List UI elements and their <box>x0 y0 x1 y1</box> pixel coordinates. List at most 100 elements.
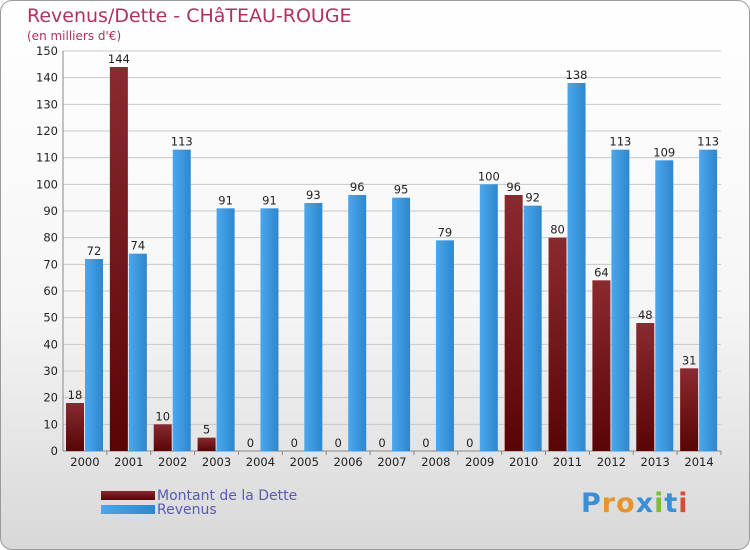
y-tick-label: 30 <box>43 364 58 378</box>
x-tick-label: 2005 <box>290 455 319 469</box>
bar-revenus <box>128 253 147 451</box>
data-label: 0 <box>335 436 342 450</box>
data-label: 100 <box>478 169 500 183</box>
bar-revenus <box>304 203 323 451</box>
x-tick-label: 2009 <box>465 455 494 469</box>
x-tick-label: 2006 <box>333 455 362 469</box>
bar-dette <box>548 237 567 451</box>
axes: 0102030405060708090100110120130140150200… <box>36 44 722 469</box>
logo-letter: r <box>601 488 617 519</box>
x-tick-label: 2011 <box>553 455 582 469</box>
data-label: 0 <box>247 436 254 450</box>
data-label: 18 <box>68 388 83 402</box>
bar-revenus <box>85 259 103 451</box>
bar-revenus <box>260 208 279 451</box>
data-label: 80 <box>550 223 565 237</box>
bar-dette <box>504 195 523 451</box>
y-tick-label: 130 <box>36 97 58 111</box>
bars <box>66 67 718 452</box>
bar-revenus <box>699 149 718 451</box>
bar-dette <box>66 403 84 451</box>
data-label: 144 <box>108 52 130 66</box>
data-label: 31 <box>682 353 697 367</box>
data-label: 0 <box>466 436 473 450</box>
labels: 18 72 144 74 10 113 5 91 0 91 0 93 0 96 0 95 0 79 0 100 96 92… <box>68 52 719 450</box>
legend-swatch-dette <box>101 491 155 500</box>
data-label: 96 <box>506 180 521 194</box>
y-tick-label: 60 <box>43 284 58 298</box>
bar-dette <box>636 323 655 451</box>
data-label: 138 <box>566 68 588 82</box>
bar-revenus <box>611 149 630 451</box>
data-label: 113 <box>697 135 719 149</box>
data-label: 0 <box>422 436 429 450</box>
gridlines <box>63 50 721 452</box>
bar-dette <box>109 67 128 451</box>
bar-dette <box>592 280 611 451</box>
logo-letter: P <box>581 488 602 519</box>
data-label: 79 <box>438 225 453 239</box>
data-label: 10 <box>155 409 170 423</box>
y-tick-label: 110 <box>36 151 58 165</box>
bar-dette <box>680 368 699 451</box>
bar-dette <box>153 424 172 451</box>
data-label: 91 <box>262 193 277 207</box>
data-label: 92 <box>525 191 540 205</box>
bar-dette <box>197 437 216 451</box>
data-label: 96 <box>350 180 365 194</box>
bar-revenus <box>348 195 367 451</box>
x-tick-label: 2003 <box>202 455 231 469</box>
data-label: 0 <box>378 436 385 450</box>
y-tick-label: 80 <box>43 231 58 245</box>
x-tick-label: 2010 <box>509 455 538 469</box>
data-label: 0 <box>291 436 298 450</box>
x-tick-label: 2013 <box>641 455 670 469</box>
bar-revenus <box>172 149 191 451</box>
data-label: 48 <box>638 308 653 322</box>
bar-revenus <box>479 184 498 452</box>
y-tick-label: 70 <box>43 257 58 271</box>
x-tick-label: 2008 <box>421 455 450 469</box>
bar-revenus <box>655 160 674 452</box>
y-tick-label: 50 <box>43 311 58 325</box>
x-tick-label: 2002 <box>158 455 187 469</box>
legend-swatch-revenus <box>101 505 155 514</box>
data-label: 64 <box>594 265 609 279</box>
proxiti-logo: Proxiti <box>581 488 689 519</box>
y-tick-label: 0 <box>51 444 58 458</box>
y-tick-label: 40 <box>43 337 58 351</box>
chart-title: Revenus/Dette - CHâTEAU-ROUGE <box>27 5 352 27</box>
x-tick-label: 2000 <box>70 455 99 469</box>
legend-label-dette: Montant de la Dette <box>157 488 298 504</box>
logo-letter: i <box>678 488 689 519</box>
x-tick-label: 2007 <box>377 455 406 469</box>
data-label: 91 <box>218 193 233 207</box>
x-tick-label: 2001 <box>114 455 143 469</box>
y-tick-label: 120 <box>36 124 58 138</box>
data-label: 95 <box>394 183 409 197</box>
logo-letter: i <box>654 488 665 519</box>
bar-revenus <box>392 197 411 451</box>
x-tick-label: 2014 <box>684 455 713 469</box>
bar-revenus <box>435 240 454 451</box>
logo-letter: o <box>616 488 636 519</box>
y-tick-label: 140 <box>36 71 58 85</box>
logo-letter: t <box>664 488 679 519</box>
data-label: 113 <box>609 135 631 149</box>
chart-subtitle: (en milliers d'€) <box>27 29 122 43</box>
x-tick-label: 2004 <box>246 455 275 469</box>
bar-revenus <box>523 205 542 451</box>
bar-revenus <box>216 208 235 451</box>
y-tick-label: 10 <box>43 417 58 431</box>
logo-letter: x <box>635 488 655 519</box>
y-tick-label: 90 <box>43 204 58 218</box>
bar-revenus <box>567 83 586 451</box>
data-label: 93 <box>306 188 321 202</box>
y-tick-label: 100 <box>36 177 58 191</box>
x-tick-label: 2012 <box>597 455 626 469</box>
y-tick-label: 150 <box>36 44 58 58</box>
data-label: 109 <box>653 145 675 159</box>
data-label: 113 <box>171 135 193 149</box>
